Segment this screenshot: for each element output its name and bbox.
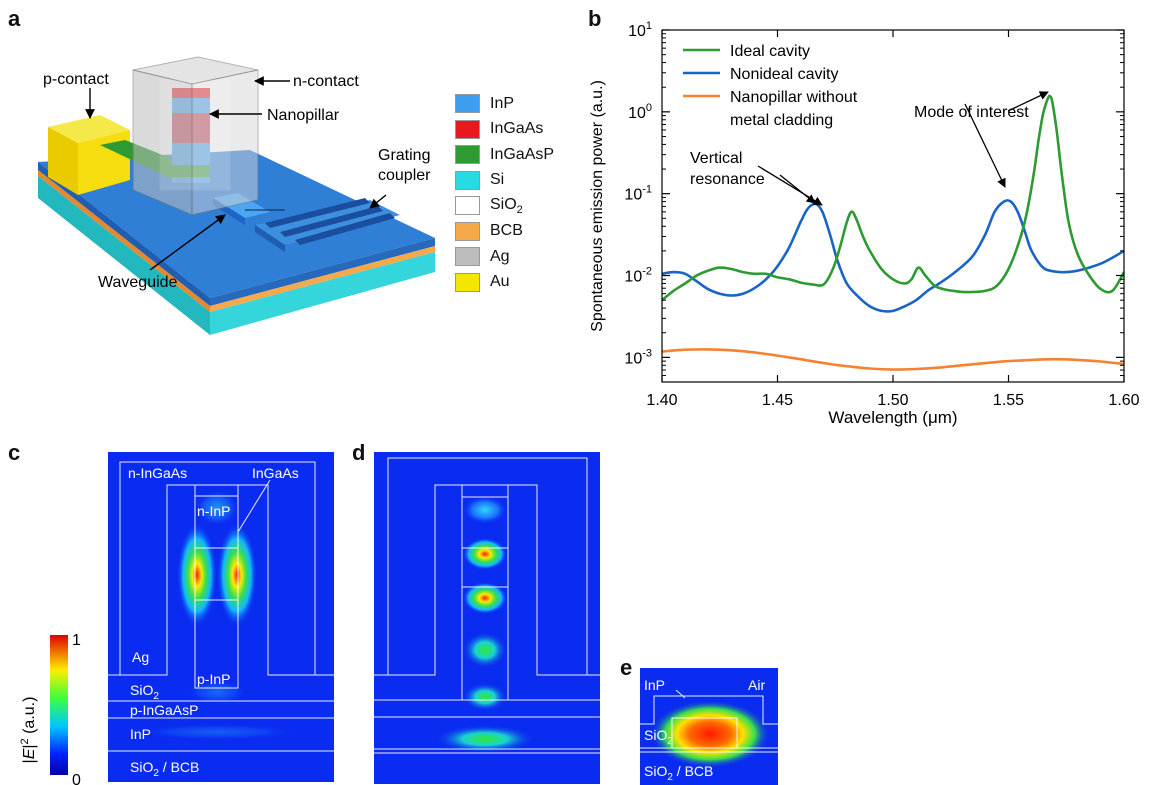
material-legend-item: InP: [455, 91, 554, 117]
colorbar: [50, 635, 68, 775]
label-inp: InP: [130, 726, 151, 742]
material-label: Au: [490, 273, 510, 291]
x-tick-label: 1.45: [762, 392, 793, 409]
series-line-2: [662, 348, 1124, 371]
device-schematic: p-contact n-contact Nanopillar Grating c…: [38, 56, 435, 335]
y-tick-label: 10-3: [624, 347, 652, 367]
x-tick-label: 1.50: [877, 392, 908, 409]
y-tick-label: 10-1: [624, 184, 652, 204]
material-legend-item: InGaAs: [455, 117, 554, 143]
material-legend-item: SiO2: [455, 193, 554, 219]
material-swatch: [455, 247, 480, 267]
panel-label-c: c: [8, 440, 21, 465]
material-label: InGaAsP: [490, 145, 555, 163]
material-legend-item: Si: [455, 168, 554, 194]
material-swatch: [455, 196, 480, 216]
vertical-resonance-label-2: resonance: [690, 171, 765, 188]
p-contact-label: p-contact: [43, 71, 109, 88]
material-swatch: [455, 221, 480, 241]
material-legend-item: BCB: [455, 219, 554, 245]
panel-label-d: d: [352, 440, 366, 465]
material-label: Ag: [490, 247, 510, 265]
legend-label: Ideal cavity: [730, 43, 810, 60]
field-map-e: InP Air SiO2 SiO2 / BCB: [640, 668, 778, 785]
y-tick-label: 101: [628, 20, 652, 40]
series-line-0: [662, 94, 1124, 302]
label-ingaas: InGaAs: [252, 465, 299, 481]
colorbar-max: 1: [72, 632, 81, 649]
material-label: InGaAs: [490, 120, 544, 138]
vertical-resonance-label-1: Vertical: [690, 150, 742, 167]
y-tick-label: 100: [628, 102, 652, 122]
y-tick-label: 10-2: [624, 266, 652, 286]
material-label: Si: [490, 171, 505, 189]
material-label: InP: [490, 94, 515, 112]
grating-label-2: coupler: [378, 167, 431, 184]
label-e-inp: InP: [644, 677, 665, 693]
n-contact-label: n-contact: [293, 73, 359, 90]
panel-label-a: a: [8, 6, 21, 31]
label-e-air: Air: [748, 677, 765, 693]
material-swatch: [455, 272, 480, 292]
field-map-d: [374, 452, 600, 784]
label-p-inp: p-InP: [197, 671, 230, 687]
label-e-sio2: SiO2: [644, 727, 673, 747]
material-label: SiO2: [490, 195, 523, 216]
emission-chart: 1.40 1.45 1.50 1.55 1.60 10-3 10-2 10-1 100 101 I…: [589, 20, 1140, 427]
label-sio2-bcb: SiO2 / BCB: [130, 759, 199, 779]
mode-of-interest-label: Mode of interest: [914, 104, 1029, 121]
series-line-1: [662, 199, 1124, 313]
material-legend: InP InGaAs InGaAsP Si SiO2 BCB Ag Au: [455, 91, 554, 295]
colorbar-label: |E|2 (a.u.): [19, 697, 38, 764]
panel-label-b: b: [588, 6, 602, 31]
y-axis-label: Spontaneous emission power (a.u.): [589, 80, 606, 332]
material-swatch: [455, 170, 480, 190]
legend-label: Nonideal cavity: [730, 66, 839, 83]
material-legend-item: Au: [455, 270, 554, 296]
p-contact-block: [48, 115, 130, 195]
x-tick-label: 1.60: [1108, 392, 1139, 409]
label-p-ingaasp: p-InGaAsP: [130, 702, 198, 718]
label-sio2: SiO2: [130, 682, 159, 702]
field-map-c: 1 0 |E|2 (a.u.) n-InGaAs InGaAs n-InP Ag…: [19, 452, 334, 785]
legend-label-cont: metal cladding: [730, 112, 833, 129]
x-tick-label: 1.55: [993, 392, 1024, 409]
material-swatch: [455, 94, 480, 114]
material-swatch: [455, 145, 480, 165]
material-legend-item: Ag: [455, 244, 554, 270]
material-legend-item: InGaAsP: [455, 142, 554, 168]
label-ag: Ag: [132, 649, 149, 665]
legend-label: Nanopillar without: [730, 89, 858, 106]
label-n-inp: n-InP: [197, 503, 230, 519]
colorbar-min: 0: [72, 772, 81, 785]
material-swatch: [455, 119, 480, 139]
panel-label-e: e: [620, 655, 633, 680]
grating-coupler: [245, 198, 400, 252]
label-n-ingaas: n-InGaAs: [128, 465, 187, 481]
material-label: BCB: [490, 222, 523, 240]
label-e-sio2-bcb: SiO2 / BCB: [644, 763, 713, 783]
metal-cladding-box: [132, 56, 259, 216]
x-tick-label: 1.40: [646, 392, 677, 409]
grating-label-1: Grating: [378, 147, 430, 164]
nanopillar-label: Nanopillar: [267, 107, 340, 124]
x-axis-label: Wavelength (μm): [828, 408, 957, 427]
waveguide-label: Waveguide: [98, 274, 178, 291]
